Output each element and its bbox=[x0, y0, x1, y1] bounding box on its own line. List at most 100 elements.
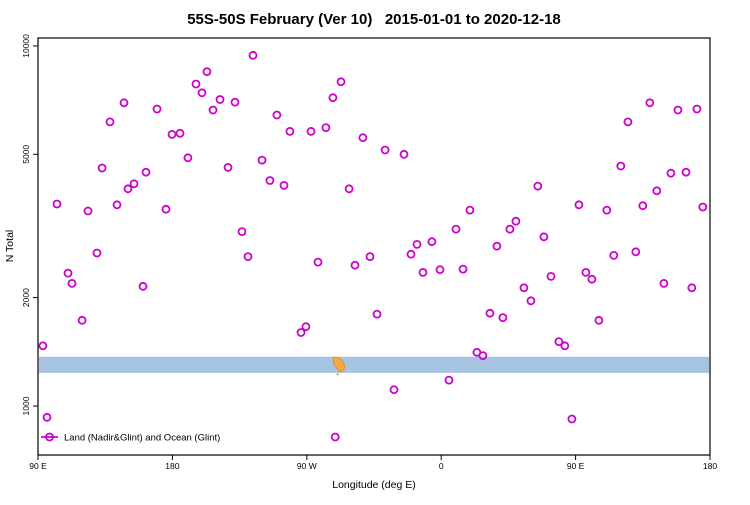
data-point bbox=[389, 385, 399, 395]
data-point bbox=[673, 105, 683, 115]
data-point bbox=[265, 176, 275, 185]
data-point bbox=[83, 206, 93, 216]
data-point bbox=[511, 216, 521, 226]
data-point bbox=[698, 202, 708, 212]
data-point bbox=[444, 375, 454, 385]
data-point bbox=[638, 201, 648, 211]
data-point bbox=[406, 249, 416, 259]
data-point bbox=[372, 309, 382, 319]
data-point bbox=[161, 204, 171, 214]
data-point bbox=[616, 161, 626, 171]
x-tick-label: 180 bbox=[703, 461, 717, 471]
data-point bbox=[631, 247, 641, 257]
data-point bbox=[412, 239, 422, 249]
data-point bbox=[533, 181, 543, 191]
data-point bbox=[451, 224, 461, 234]
data-point bbox=[587, 274, 597, 284]
x-axis: 90 E 180 90 W 0 90 E 180 bbox=[29, 455, 717, 471]
data-point bbox=[175, 128, 185, 138]
data-point bbox=[358, 133, 368, 143]
data-point bbox=[183, 153, 193, 163]
data-point bbox=[498, 313, 508, 323]
data-point bbox=[42, 412, 52, 422]
y-tick-label: 10000 bbox=[21, 34, 31, 58]
data-point bbox=[97, 163, 107, 173]
ocean-band bbox=[39, 356, 709, 376]
data-point bbox=[344, 184, 354, 194]
data-point bbox=[197, 88, 207, 98]
data-point bbox=[123, 184, 133, 194]
y-tick-label: 2000 bbox=[21, 288, 31, 307]
data-point bbox=[313, 257, 323, 267]
data-point bbox=[687, 283, 697, 293]
data-point bbox=[380, 145, 390, 155]
data-point bbox=[223, 162, 233, 172]
data-point bbox=[666, 168, 676, 178]
data-point bbox=[427, 237, 437, 247]
data-point bbox=[167, 129, 177, 139]
data-point bbox=[526, 296, 536, 306]
data-point bbox=[152, 104, 162, 114]
data-point bbox=[63, 268, 73, 278]
data-point bbox=[350, 260, 360, 270]
data-point bbox=[623, 117, 633, 127]
data-point bbox=[257, 155, 267, 165]
data-point bbox=[418, 267, 428, 277]
data-point bbox=[67, 278, 77, 288]
data-point bbox=[237, 227, 247, 237]
data-point bbox=[129, 179, 139, 189]
y-tick-label: 5000 bbox=[21, 145, 31, 164]
data-point bbox=[285, 126, 295, 136]
data-point bbox=[485, 308, 495, 318]
data-point bbox=[243, 252, 253, 262]
legend-label: Land (Nadir&Glint) and Ocean (Glint) bbox=[64, 433, 220, 444]
data-point bbox=[272, 110, 282, 120]
data-point bbox=[248, 50, 258, 60]
data-point bbox=[478, 351, 488, 361]
data-point bbox=[645, 98, 655, 108]
x-tick-label: 180 bbox=[165, 461, 179, 471]
data-points-layer bbox=[38, 50, 708, 442]
x-tick-label: 90 W bbox=[297, 461, 317, 471]
data-point bbox=[458, 264, 468, 274]
data-point bbox=[141, 167, 151, 177]
data-point bbox=[306, 126, 316, 136]
data-point bbox=[594, 315, 604, 325]
legend-point-marker bbox=[45, 432, 54, 442]
ocean-band-rect bbox=[39, 356, 709, 373]
data-point bbox=[652, 186, 662, 196]
data-point bbox=[38, 341, 48, 351]
data-point bbox=[296, 328, 306, 337]
y-tick-label: 1000 bbox=[21, 396, 31, 415]
data-point bbox=[659, 278, 669, 288]
x-tick-label: 0 bbox=[439, 461, 444, 471]
data-point bbox=[492, 241, 502, 251]
data-point bbox=[138, 281, 148, 291]
data-point bbox=[208, 105, 218, 115]
land-patch-islet bbox=[336, 373, 339, 376]
x-tick-label: 90 E bbox=[29, 461, 47, 471]
data-point bbox=[505, 224, 515, 234]
data-point bbox=[519, 283, 529, 293]
x-tick-label: 90 E bbox=[567, 461, 585, 471]
data-point bbox=[321, 123, 331, 132]
data-point bbox=[112, 200, 122, 210]
data-point bbox=[92, 248, 102, 258]
plot-border bbox=[37, 37, 711, 456]
data-point bbox=[399, 149, 409, 159]
y-axis: 1000 2000 5000 10000 bbox=[21, 34, 38, 415]
data-point bbox=[202, 67, 212, 77]
y-axis-title: N Total bbox=[4, 230, 16, 263]
data-point bbox=[330, 432, 340, 442]
data-point bbox=[105, 117, 115, 127]
data-point bbox=[435, 265, 445, 275]
data-point bbox=[465, 205, 475, 215]
data-point bbox=[609, 250, 619, 260]
legend: Land (Nadir&Glint) and Ocean (Glint) bbox=[41, 433, 220, 444]
data-point bbox=[692, 104, 702, 114]
data-point bbox=[365, 252, 375, 262]
land-patch bbox=[332, 356, 346, 373]
data-point bbox=[328, 93, 338, 103]
data-point bbox=[336, 77, 346, 87]
